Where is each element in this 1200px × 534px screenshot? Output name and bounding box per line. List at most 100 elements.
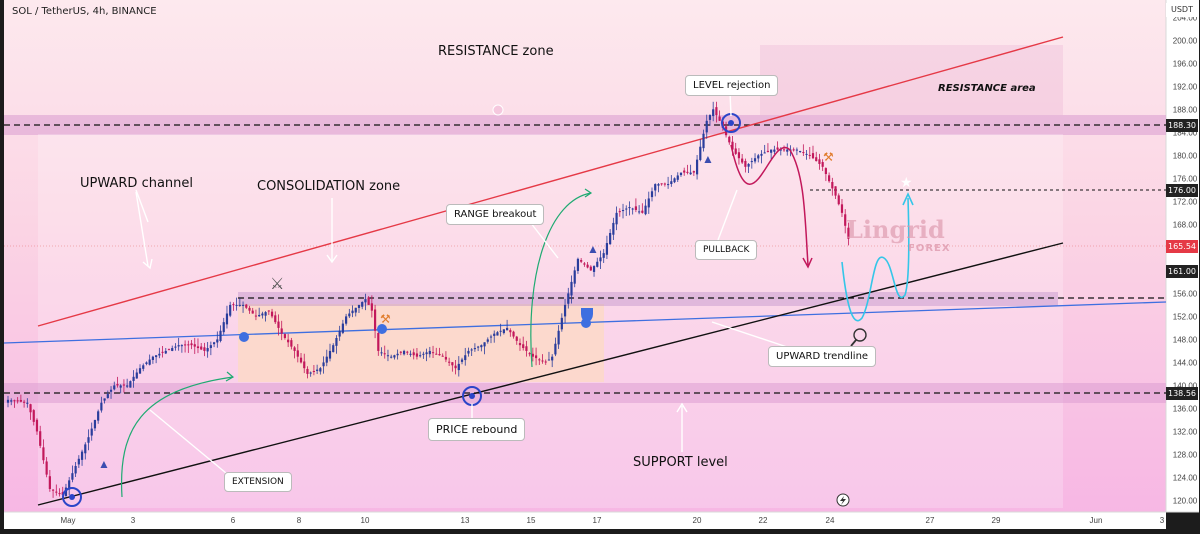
candle-body xyxy=(799,151,802,153)
candle-body xyxy=(129,381,132,388)
currency-label[interactable]: USDT xyxy=(1166,3,1198,17)
candle-body xyxy=(390,356,393,358)
candle-body xyxy=(319,368,322,372)
candle-body xyxy=(167,349,171,351)
candle-body xyxy=(232,304,235,306)
x-tick-label: 29 xyxy=(992,516,1001,525)
candle-body xyxy=(190,343,193,346)
candle-body xyxy=(525,346,528,351)
candle-body xyxy=(818,159,821,164)
candle-body xyxy=(840,204,844,213)
candle-body xyxy=(193,344,196,347)
x-tick-label: 13 xyxy=(461,516,470,525)
candle-body xyxy=(113,385,116,390)
y-tick-label: 156.00 xyxy=(1173,289,1198,298)
trendline-dot-1[interactable] xyxy=(239,332,249,342)
candle-body xyxy=(683,170,686,173)
candle-body xyxy=(10,400,13,402)
candle-body xyxy=(122,384,126,386)
time-axis[interactable] xyxy=(4,512,1166,529)
candle-body xyxy=(431,352,435,354)
candle-body xyxy=(660,183,663,185)
rocket-icon-3: ▲ xyxy=(702,152,714,166)
candle-body xyxy=(554,343,557,355)
candle-body xyxy=(483,342,486,347)
candle-body xyxy=(444,356,448,360)
candle-body xyxy=(373,309,377,331)
candle-body xyxy=(428,350,431,355)
candle-body xyxy=(415,353,419,357)
candle-body xyxy=(419,355,422,357)
candle-body xyxy=(750,161,753,163)
candle-body xyxy=(412,352,415,356)
y-tick-label: 132.00 xyxy=(1173,427,1198,436)
y-tick-label: 124.00 xyxy=(1173,473,1198,482)
candle-body xyxy=(544,361,547,363)
candle-body xyxy=(187,344,190,346)
candle-body xyxy=(151,356,154,360)
trendline-dot-2[interactable] xyxy=(377,324,387,334)
candle-body xyxy=(132,376,135,381)
y-tick-label: 192.00 xyxy=(1173,82,1198,91)
candle-body xyxy=(560,317,563,330)
consolidation-box xyxy=(238,304,604,382)
candle-body xyxy=(184,344,187,346)
candle-body xyxy=(177,345,180,347)
candle-body xyxy=(834,186,837,196)
candle-body xyxy=(844,214,847,226)
candle-body xyxy=(776,147,779,150)
candle-body xyxy=(225,313,229,325)
tag-138: 138.56 xyxy=(1166,387,1198,400)
candle-body xyxy=(6,399,10,403)
candle-body xyxy=(741,158,744,163)
candle-body xyxy=(357,304,361,308)
candle-body xyxy=(370,303,373,311)
candle-body xyxy=(270,311,274,317)
breakout-band xyxy=(238,292,1058,306)
candle-body xyxy=(512,331,515,337)
candle-body xyxy=(631,208,634,210)
candle-body xyxy=(522,344,525,349)
y-tick-label: 140.00 xyxy=(1173,381,1198,390)
symbol-title: SOL / TetherUS, 4h, BINANCE xyxy=(12,6,157,17)
candle-body xyxy=(29,404,32,413)
candle-body xyxy=(312,370,315,372)
y-tick-label: 128.00 xyxy=(1173,450,1198,459)
upward-channel-label: UPWARD channel xyxy=(80,176,194,191)
candle-body xyxy=(470,349,473,351)
candle-body xyxy=(731,141,734,150)
channel-resistance-line[interactable] xyxy=(37,36,1064,327)
candle-body xyxy=(786,149,789,152)
candle-body xyxy=(441,355,444,357)
candle-body xyxy=(792,149,795,151)
candle-body xyxy=(654,184,657,191)
price-axis[interactable] xyxy=(1166,0,1199,512)
pullback-callout: PULLBACK xyxy=(695,240,758,260)
candle-body xyxy=(650,191,654,198)
candle-body xyxy=(399,351,402,353)
candle-body xyxy=(267,310,270,312)
y-axis-labels: 204.00 200.00 196.00 192.00 188.00 184.00 180.… xyxy=(1173,13,1198,505)
candle-body xyxy=(161,351,164,353)
candle-body xyxy=(715,107,718,116)
candle-body xyxy=(628,207,631,209)
candle-body xyxy=(155,355,158,358)
candle-body xyxy=(306,368,309,374)
candle-body xyxy=(100,402,103,411)
candle-body xyxy=(737,152,741,159)
candle-body xyxy=(383,353,386,355)
upward-trendline[interactable] xyxy=(37,242,1064,506)
rebound-marker-1[interactable] xyxy=(62,487,82,507)
candle-body xyxy=(26,402,29,404)
candle-body xyxy=(602,253,605,258)
candle-body xyxy=(728,136,731,143)
candle-body xyxy=(200,346,203,350)
candle-body xyxy=(48,476,51,489)
crossed-swords-icon: ⚔ xyxy=(270,276,284,293)
candle-body xyxy=(251,310,254,314)
candle-body xyxy=(13,400,16,402)
x-tick-label: Jun xyxy=(1090,516,1103,525)
candle-body xyxy=(757,155,760,159)
y-tick-label: 188.00 xyxy=(1173,105,1198,114)
